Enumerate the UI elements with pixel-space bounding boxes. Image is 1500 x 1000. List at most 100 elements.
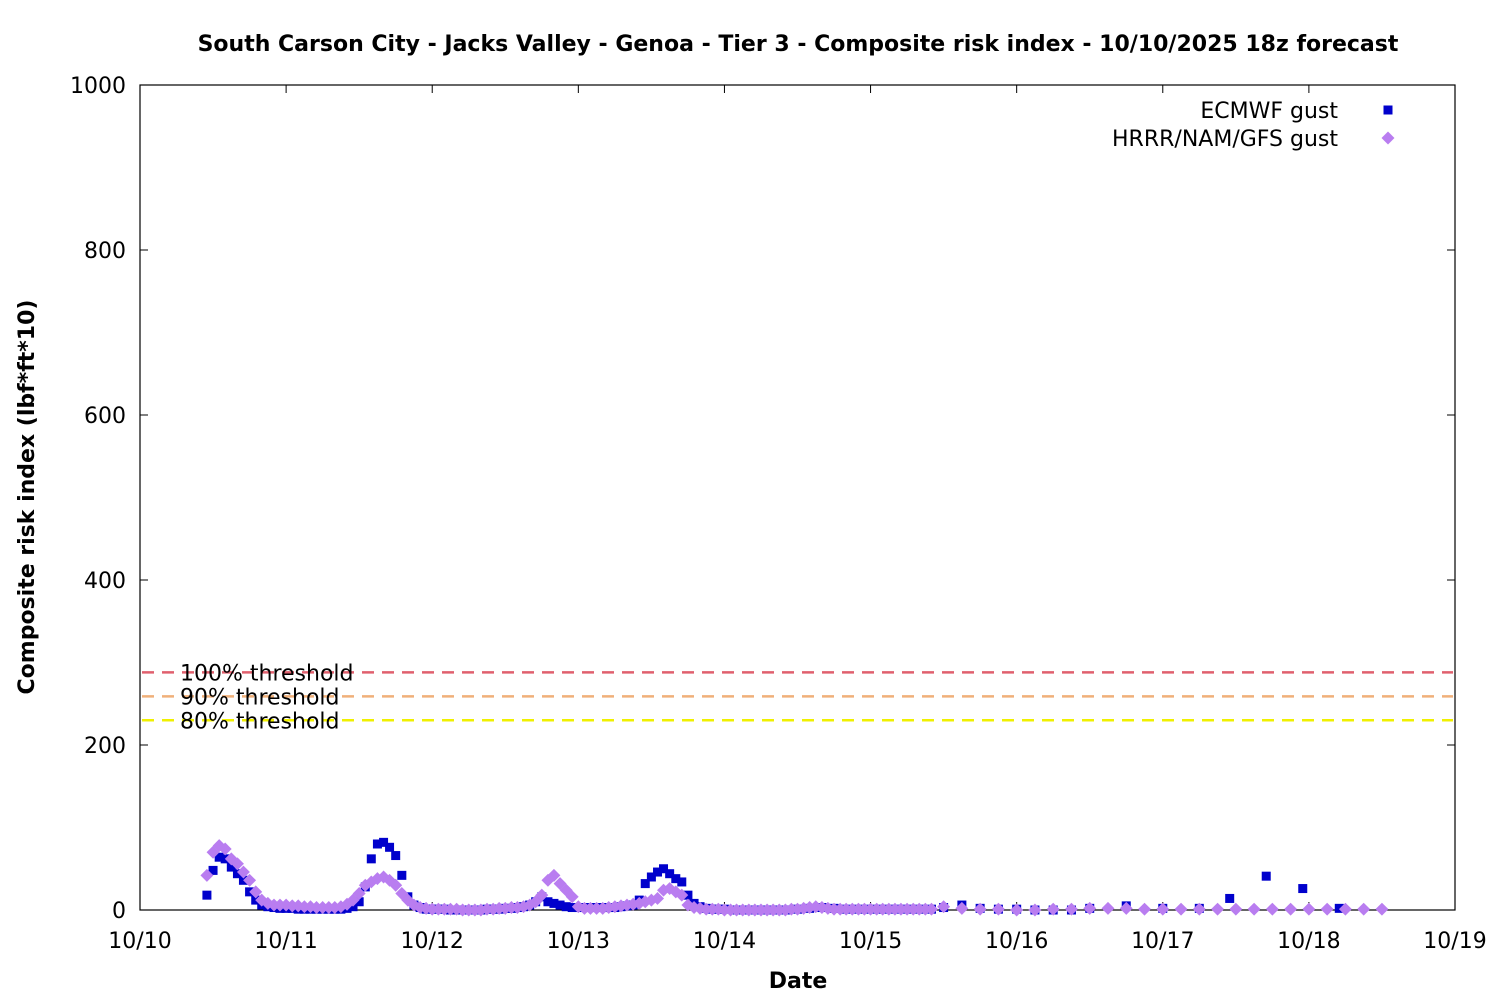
data-point <box>1320 902 1334 916</box>
y-axis-label: Composite risk index (lbf*ft*10) <box>15 300 40 695</box>
data-point <box>334 900 348 914</box>
data-point <box>230 857 244 871</box>
x-axis-label: Date <box>769 969 828 994</box>
data-point <box>348 902 358 912</box>
threshold-label: 80% threshold <box>180 709 340 734</box>
axis-ticks <box>139 84 1456 911</box>
data-point <box>608 900 622 914</box>
data-point <box>1302 902 1316 916</box>
data-point <box>370 872 384 886</box>
data-point <box>638 895 652 909</box>
data-point <box>535 888 549 902</box>
data-point <box>1334 903 1344 913</box>
data-point <box>1298 884 1308 894</box>
data-point <box>1174 902 1188 916</box>
data-point <box>675 888 689 902</box>
data-point <box>419 901 433 915</box>
data-point <box>549 898 559 908</box>
legend-marker <box>1383 105 1393 115</box>
data-point <box>249 885 263 899</box>
data-point <box>955 901 969 915</box>
data-point <box>677 877 687 887</box>
series-layer <box>200 837 1389 917</box>
data-point <box>279 898 293 912</box>
plot-frame <box>139 84 1456 911</box>
data-point <box>328 901 342 915</box>
data-point <box>510 901 524 915</box>
data-point <box>450 902 464 916</box>
data-point <box>1138 902 1151 916</box>
data-point <box>567 903 577 913</box>
data-point <box>1284 902 1298 916</box>
data-point <box>202 890 212 900</box>
data-point <box>226 862 236 872</box>
data-point <box>1247 902 1261 916</box>
data-point <box>646 872 656 882</box>
x-tick-label: 10/14 <box>693 929 756 954</box>
data-point <box>1064 902 1078 916</box>
data-point <box>208 865 218 875</box>
data-point <box>407 898 421 912</box>
x-tick-label: 10/12 <box>401 929 464 954</box>
data-point <box>1028 903 1042 917</box>
data-point <box>669 885 683 899</box>
data-point <box>1046 902 1060 916</box>
data-point <box>517 900 531 914</box>
data-point <box>255 893 269 907</box>
y-tick-label: 600 <box>84 404 126 429</box>
data-point <box>640 879 650 889</box>
data-point <box>1375 902 1389 916</box>
y-tick-label: 800 <box>84 239 126 264</box>
chart-title: South Carson City - Jacks Valley - Genoa… <box>198 32 1399 57</box>
data-point <box>543 897 553 907</box>
data-point <box>565 890 579 904</box>
data-point <box>991 902 1005 916</box>
data-point <box>206 845 220 859</box>
data-point <box>1265 902 1279 916</box>
x-tick-label: 10/16 <box>985 929 1048 954</box>
data-point <box>1357 902 1371 916</box>
data-point <box>803 901 817 915</box>
data-point <box>651 891 665 905</box>
data-point <box>821 901 835 915</box>
data-point <box>1010 903 1024 917</box>
data-point <box>304 900 317 914</box>
data-point <box>1192 902 1206 916</box>
data-point <box>200 868 214 882</box>
data-point <box>541 873 555 887</box>
data-point <box>711 902 725 916</box>
data-point <box>385 842 395 852</box>
y-tick-label: 400 <box>84 569 126 594</box>
data-point <box>1225 893 1235 903</box>
data-point <box>547 868 561 882</box>
data-point <box>1083 901 1097 915</box>
data-point <box>1211 902 1225 916</box>
data-point <box>1101 901 1115 915</box>
data-point <box>602 901 616 915</box>
x-tick-label: 10/11 <box>254 929 317 954</box>
data-point <box>413 901 427 915</box>
data-point <box>1156 902 1170 916</box>
x-tick-label: 10/18 <box>1277 929 1340 954</box>
data-point <box>693 901 707 915</box>
data-point <box>232 869 242 879</box>
data-point <box>555 900 565 910</box>
data-point <box>366 854 376 864</box>
data-point <box>1338 902 1352 916</box>
legend-label: HRRR/NAM/GFS gust <box>1112 127 1338 152</box>
y-tick-label: 200 <box>84 734 126 759</box>
data-point <box>372 839 382 849</box>
data-point <box>379 837 389 847</box>
legend-marker <box>1381 131 1395 145</box>
data-point <box>653 867 663 877</box>
y-tick-labels: 0 200 400 600 800 1000 <box>70 74 126 924</box>
data-point <box>1119 901 1133 915</box>
y-tick-label: 1000 <box>70 74 126 99</box>
data-point <box>486 902 500 916</box>
legend: ECMWF gust HRRR/NAM/GFS gust <box>1112 99 1395 152</box>
data-point <box>383 873 397 887</box>
data-point <box>925 902 938 916</box>
